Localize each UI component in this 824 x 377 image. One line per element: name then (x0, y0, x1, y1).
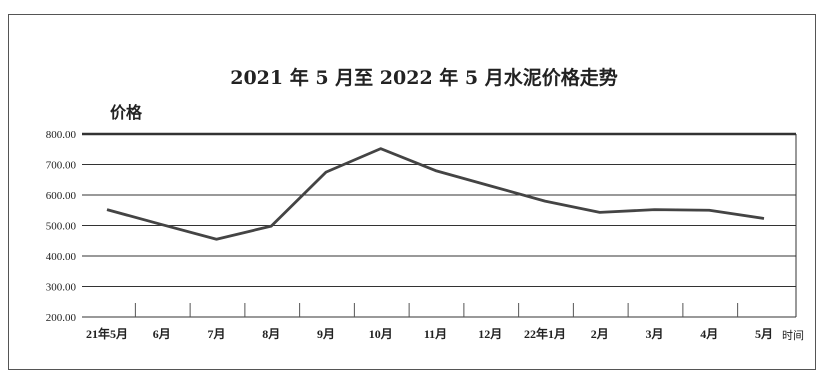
series-lines (106, 147, 765, 241)
x-tick-label: 21年5月 (86, 326, 128, 341)
y-tick-label: 200.00 (46, 312, 77, 324)
y-tick-label: 800.00 (46, 129, 77, 141)
chart-title: 2021 年 5 月至 2022 年 5 月水泥价格走势 (230, 66, 618, 89)
x-tick-label: 12月 (478, 327, 502, 341)
x-tick-label: 5月 (755, 327, 773, 341)
x-tick-label: 3月 (645, 327, 663, 341)
x-axis-label: 时间 (782, 329, 804, 342)
x-tick-label: 9月 (317, 327, 335, 341)
chart-frame (8, 14, 816, 370)
y-tick-label: 700.00 (46, 160, 77, 172)
gridlines (82, 132, 797, 318)
x-tick-label: 6月 (153, 327, 171, 341)
y-tick-labels: 800.00 700.00 600.00 500.00 400.00 300.00 200.… (46, 129, 77, 324)
x-tick-label: 4月 (700, 327, 718, 341)
x-tick-label: 22年1月 (524, 326, 566, 341)
x-tick-label: 2月 (591, 327, 609, 341)
x-tick-label: 11月 (424, 327, 447, 341)
y-tick-label: 400.00 (46, 251, 77, 263)
y-tick-label: 500.00 (46, 221, 77, 233)
x-tick-label: 10月 (369, 327, 393, 341)
y-tick-label: 600.00 (46, 190, 77, 202)
y-axis-label: 价格 (110, 103, 143, 122)
x-tick-label: 7月 (207, 327, 225, 341)
y-tick-label: 300.00 (46, 282, 77, 294)
x-tick-labels: 21年5月 6月 7月 8月 9月 10月 11月 12月 22年1月 2月 3月 4月 5月 (86, 303, 773, 341)
x-tick-label: 8月 (262, 327, 280, 341)
